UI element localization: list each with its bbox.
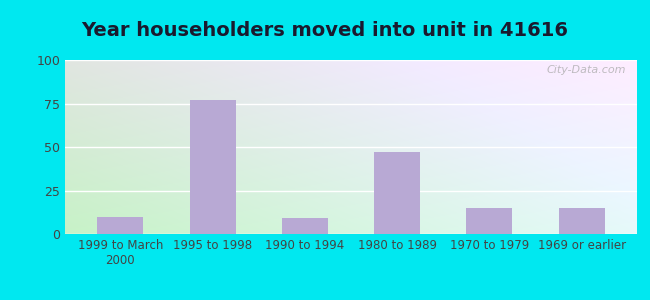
Bar bbox=[282, 218, 328, 234]
Bar bbox=[558, 208, 605, 234]
Text: Year householders moved into unit in 41616: Year householders moved into unit in 416… bbox=[81, 21, 569, 40]
Bar bbox=[98, 217, 144, 234]
Text: City-Data.com: City-Data.com bbox=[546, 65, 625, 75]
Bar bbox=[374, 152, 420, 234]
Bar bbox=[466, 208, 512, 234]
Bar bbox=[190, 100, 236, 234]
